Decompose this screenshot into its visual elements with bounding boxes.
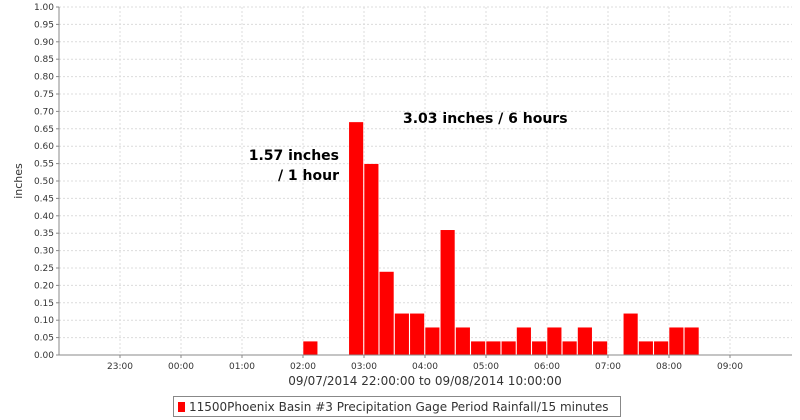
x-tick-label: 08:00 bbox=[656, 362, 682, 372]
y-tick-label: 0.70 bbox=[34, 107, 54, 117]
rainfall-bar bbox=[409, 312, 425, 356]
rainfall-bar bbox=[683, 326, 700, 356]
x-tick-label: 02:00 bbox=[290, 362, 316, 372]
legend-label: 11500Phoenix Basin #3 Precipitation Gage… bbox=[189, 399, 609, 414]
y-axis-ticks: 0.00 0.05 0.10 0.15 0.20 0.25 0.30 0.35 0.40 0.45… bbox=[34, 3, 59, 361]
rainfall-bar bbox=[394, 312, 410, 356]
x-tick-label: 01:00 bbox=[229, 362, 255, 372]
y-tick-label: 0.75 bbox=[34, 90, 54, 100]
rainfall-chart: 0.00 0.05 0.10 0.15 0.20 0.25 0.30 0.35 0.40 0.45… bbox=[12, 3, 792, 388]
y-tick-label: 0.55 bbox=[34, 160, 54, 170]
y-tick-label: 0.95 bbox=[34, 20, 54, 30]
grid-lines bbox=[59, 6, 792, 355]
rainfall-bar bbox=[546, 326, 563, 356]
annotations: 1.57 inches / 1 hour 3.03 inches / 6 hours bbox=[249, 111, 568, 184]
annotation-one-hour: 1.57 inches bbox=[249, 148, 339, 164]
rainfall-bar bbox=[653, 340, 669, 356]
y-tick-label: 0.45 bbox=[34, 194, 54, 204]
x-tick-label: 04:00 bbox=[412, 362, 438, 372]
y-tick-label: 0.50 bbox=[34, 177, 54, 187]
rainfall-bar bbox=[561, 340, 578, 356]
x-tick-label: 23:00 bbox=[107, 362, 133, 372]
x-tick-label: 06:00 bbox=[534, 362, 560, 372]
y-tick-label: 0.60 bbox=[34, 142, 54, 152]
rainfall-bar bbox=[516, 326, 532, 356]
y-tick-label: 0.40 bbox=[34, 212, 54, 222]
y-tick-label: 0.30 bbox=[34, 247, 54, 257]
rainfall-bar bbox=[531, 340, 547, 356]
y-tick-label: 0.80 bbox=[34, 73, 54, 83]
rainfall-bar bbox=[500, 340, 517, 356]
legend-swatch bbox=[178, 401, 185, 412]
y-tick-label: 1.00 bbox=[34, 3, 54, 13]
rainfall-bar bbox=[485, 340, 502, 356]
x-tick-label: 00:00 bbox=[168, 362, 194, 372]
y-tick-label: 0.10 bbox=[34, 316, 54, 326]
y-axis-label: inches bbox=[12, 163, 25, 199]
rainfall-bar bbox=[638, 340, 654, 356]
rainfall-bar bbox=[592, 340, 608, 356]
y-tick-label: 0.90 bbox=[34, 38, 54, 48]
rainfall-bar bbox=[348, 121, 364, 356]
y-tick-label: 0.85 bbox=[34, 55, 54, 65]
x-tick-label: 09:00 bbox=[717, 362, 743, 372]
rainfall-bar bbox=[439, 229, 456, 356]
rainfall-bar bbox=[622, 312, 639, 356]
x-tick-label: 07:00 bbox=[595, 362, 621, 372]
y-tick-label: 0.15 bbox=[34, 299, 54, 309]
y-tick-label: 0.20 bbox=[34, 281, 54, 291]
rainfall-bar bbox=[363, 163, 380, 356]
rainfall-bar bbox=[424, 326, 441, 356]
y-tick-label: 0.35 bbox=[34, 229, 54, 239]
bar-series bbox=[302, 121, 700, 356]
y-tick-label: 0.65 bbox=[34, 125, 54, 135]
y-tick-label: 0.25 bbox=[34, 264, 54, 274]
x-tick-label: 03:00 bbox=[351, 362, 377, 372]
rainfall-bar bbox=[455, 326, 471, 356]
x-tick-label: 05:00 bbox=[473, 362, 499, 372]
y-tick-label: 0.05 bbox=[34, 334, 54, 344]
x-axis-label: 09/07/2014 22:00:00 to 09/08/2014 10:00:… bbox=[288, 374, 561, 388]
legend: 11500Phoenix Basin #3 Precipitation Gage… bbox=[173, 396, 621, 417]
rainfall-bar bbox=[302, 340, 319, 356]
rainfall-bar bbox=[470, 340, 486, 356]
annotation-one-hour: / 1 hour bbox=[278, 168, 339, 184]
x-axis-ticks: 23:00 00:00 01:00 02:00 03:00 04:00 05:00 06:00… bbox=[107, 355, 743, 372]
rainfall-bar bbox=[378, 271, 395, 356]
rainfall-bar bbox=[577, 326, 593, 356]
rainfall-bar bbox=[668, 326, 685, 356]
y-tick-label: 0.00 bbox=[34, 351, 54, 361]
annotation-six-hour: 3.03 inches / 6 hours bbox=[403, 111, 568, 127]
